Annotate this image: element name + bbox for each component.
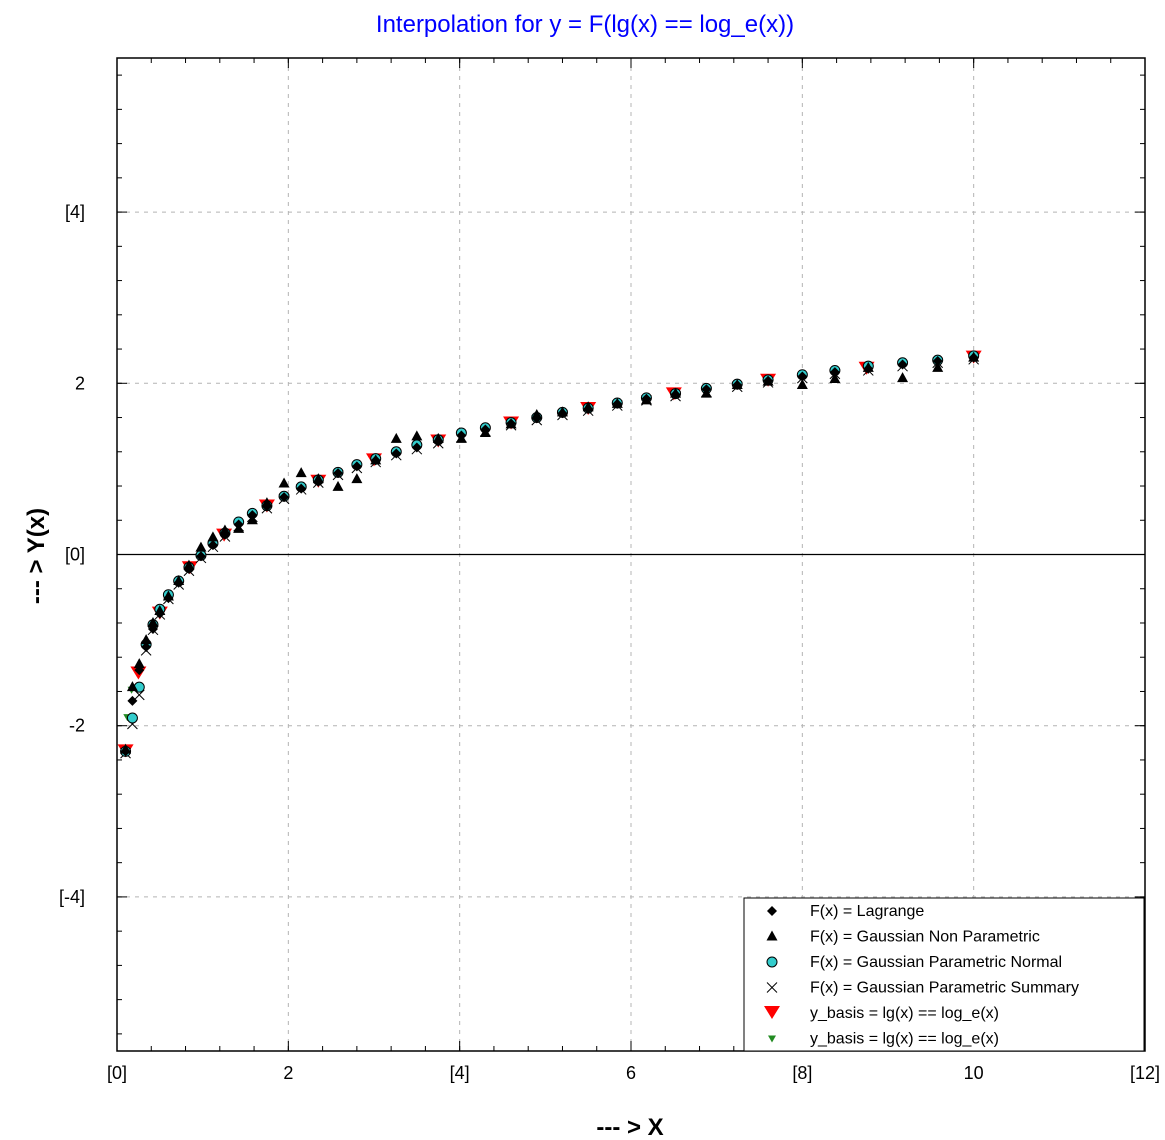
data-point-s0 [829,367,840,378]
data-point-s1 [219,524,231,535]
data-point-s0 [932,356,943,367]
data-point-s1 [351,473,363,484]
data-point-s1 [207,531,219,542]
x-tick-label: [4] [450,1063,470,1083]
data-point-s0 [279,492,290,503]
legend-box [743,897,1145,1052]
data-point-s0 [370,455,381,466]
y-tick-labels: [4] 2 [0] -2 [-4] [59,202,85,907]
data-point-s1 [195,541,207,552]
data-marks [117,350,982,759]
x-axis-label: --- > X [596,1114,663,1140]
legend-label-5: y_basis = lg(x) == log_e(x) [810,1031,999,1048]
chart-title: Interpolation for y = F(lg(x) == log_e(x… [376,11,794,38]
data-point-s0 [701,384,712,395]
data-point-s1 [897,372,909,383]
data-point-s1 [126,681,138,692]
data-point-s1 [147,616,159,627]
data-point-s0 [641,393,652,404]
legend-marker-2 [766,956,778,968]
y-tick-label: 2 [75,373,85,393]
data-point-s0 [296,483,307,494]
data-point-s1 [796,379,808,390]
data-point-s0 [333,468,344,479]
data-point-s0 [456,430,467,441]
data-point-s0 [506,418,517,429]
x-tick-label: [8] [792,1063,812,1083]
legend-marker-0 [767,906,777,916]
data-point-s0 [763,375,774,386]
data-point-s1 [278,477,290,488]
legend-label-0: F(x) = Lagrange [810,903,924,920]
data-point-s1 [829,373,841,384]
plot-area [116,57,1146,1052]
legend-marker-3 [766,982,778,993]
data-point-s0 [141,641,152,652]
data-point-s0 [531,413,542,424]
data-point-s1 [332,480,344,491]
x-tick-label: [0] [107,1063,127,1083]
data-point-s1 [140,634,152,645]
data-point-s0 [968,352,979,363]
data-point-s0 [207,540,218,551]
data-point-s0 [127,695,138,706]
data-point-s0 [732,380,743,391]
data-point-s1 [932,361,944,372]
x-tick-label: 10 [964,1063,984,1083]
data-point-s0 [557,408,568,419]
data-point-s0 [411,442,422,453]
legend-label-3: F(x) = Gaussian Parametric Summary [810,980,1079,997]
x-tick-label: 6 [626,1063,636,1083]
x-tick-labels: [0] 2 [4] 6 [8] 10 [12] [107,1063,1160,1083]
legend-label-1: F(x) = Gaussian Non Parametric [810,929,1040,946]
data-point-s0 [195,551,206,562]
data-point-s1 [295,467,307,478]
data-point-s0 [863,363,874,374]
y-tick-label: -2 [69,716,85,736]
data-point-s0 [897,359,908,370]
data-point-s0 [261,501,272,512]
data-point-s1 [390,432,402,443]
legend-label-4: y_basis = lg(x) == log_e(x) [810,1005,999,1022]
data-point-s1 [133,658,145,669]
data-point-s2 [126,712,138,724]
legend-marker-5 [768,1035,776,1043]
y-tick-label: [4] [65,202,85,222]
legend-marker-1 [766,930,778,941]
plot-frame [116,57,1146,1052]
legend: F(x) = Lagrange F(x) = Gaussian Non Param… [743,897,1145,1052]
y-tick-label: [0] [65,545,85,565]
data-point-s0 [233,519,244,530]
legend-label-2: F(x) = Gaussian Parametric Normal [810,954,1062,971]
data-point-s0 [173,577,184,588]
data-point-s0 [351,461,362,472]
y-axis-label: --- > Y(x) [23,508,50,604]
legend-marker-3-stroke [766,982,778,993]
data-point-s0 [163,593,174,604]
x-tick-label: 2 [283,1063,293,1083]
data-point-s0 [670,389,681,400]
data-point-s0 [247,510,258,521]
data-point-s0 [183,564,194,575]
legend-marker-4 [764,1006,780,1019]
data-point-s0 [391,448,402,459]
data-point-s0 [147,623,158,634]
data-point-s0 [313,476,324,487]
legend-items: F(x) = Lagrange F(x) = Gaussian Non Param… [764,903,1079,1048]
data-point-s0 [134,665,145,676]
x-tick-label: [12] [1130,1063,1160,1083]
data-point-s1 [411,430,423,441]
data-point-s0 [219,529,230,540]
y-tick-label: [-4] [59,887,85,907]
data-point-s0 [154,608,165,619]
data-point-s0 [612,398,623,409]
data-point-s0 [120,746,131,757]
data-point-s0 [480,424,491,435]
data-point-s0 [583,403,594,414]
data-point-s0 [797,371,808,382]
series-0 [120,352,979,757]
data-point-s0 [433,436,444,447]
